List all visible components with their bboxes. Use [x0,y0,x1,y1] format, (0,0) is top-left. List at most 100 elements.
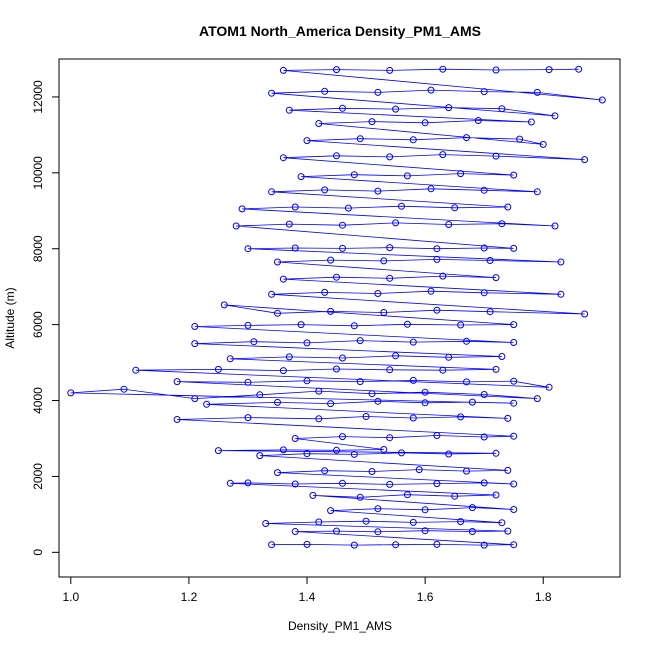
data-point [327,507,335,515]
data-point [374,528,382,536]
y-axis-label: Altitude (m) [3,287,17,348]
data-point [551,112,559,120]
data-point [510,506,518,513]
data-point [545,383,553,391]
data-point [386,66,394,74]
data-point [386,244,394,252]
data-point [291,244,299,252]
data-point [386,274,394,282]
data-point [220,301,228,309]
data-point [244,245,252,253]
data-point [480,433,488,441]
data-point [439,65,447,73]
data-point [274,309,281,317]
data-point [433,245,441,253]
data-point [581,310,589,318]
data-point [191,323,199,330]
data-point [392,219,400,227]
data-point [279,367,287,375]
data-point [403,491,411,499]
data-point [533,88,541,96]
data-point [303,540,311,548]
data-point [480,541,488,549]
data-point [421,527,429,535]
data-point [468,398,476,406]
data-point [309,491,317,499]
data-point [403,320,411,328]
data-point [291,435,299,442]
data-point [480,289,488,297]
data-point [492,365,500,373]
y-tick-label: 8000 [31,235,45,262]
data-point [120,385,128,393]
data-point [403,172,411,180]
data-point [504,203,512,211]
data-point [303,339,311,347]
data-point [451,492,459,500]
data-point [510,244,518,252]
y-axis: 0 2000 4000 6000 8000 10000 12000 [31,80,60,556]
data-point [433,255,441,263]
x-tick-label: 1.8 [535,590,552,604]
data-point [226,355,234,363]
data-point [504,527,512,535]
data-point [421,399,429,407]
y-tick-label: 2000 [31,463,45,490]
data-point [244,414,252,422]
data-point [327,256,335,264]
data-point [339,221,346,229]
data-point [279,446,287,454]
data-point [303,377,311,385]
data-point [433,540,441,548]
data-point [445,450,453,458]
plot-frame [58,58,621,578]
data-point [463,134,470,142]
data-point [333,365,340,373]
data-point [315,518,323,526]
data-point [356,135,364,143]
data-point [274,469,281,477]
data-point [409,414,417,422]
data-point [350,541,358,549]
data-point [362,413,370,420]
data-point [303,137,311,145]
data-point [244,378,252,386]
data-point [498,105,506,113]
data-point [445,353,453,361]
data-point [368,468,376,475]
data-point [291,480,299,488]
data-point [362,517,370,525]
data-point [368,390,376,398]
data-point [132,366,140,374]
data-point [415,466,423,474]
data-point [244,479,252,487]
data-point [297,173,305,181]
data-point [350,450,358,458]
y-tick-label: 4000 [31,387,45,414]
data-point [262,520,270,527]
data-point [480,88,488,96]
data-point [474,117,482,124]
data-point [439,272,447,280]
data-point [545,66,553,74]
data-point [445,221,453,228]
data-point [191,395,199,403]
data-point [268,89,276,97]
data-point [433,480,441,488]
data-point [315,387,323,395]
data-point [433,432,441,439]
y-tick-label: 6000 [31,311,45,338]
data-point [268,290,276,298]
data-point [232,222,240,230]
data-point [285,106,293,114]
data-point [386,480,394,488]
data-point [486,308,494,316]
data-point [557,258,565,266]
data-point [457,518,465,526]
data-point [480,479,488,487]
data-point [498,353,506,360]
data-point [321,288,329,296]
data-point [279,154,287,162]
data-point [315,120,323,127]
data-point [510,339,518,346]
